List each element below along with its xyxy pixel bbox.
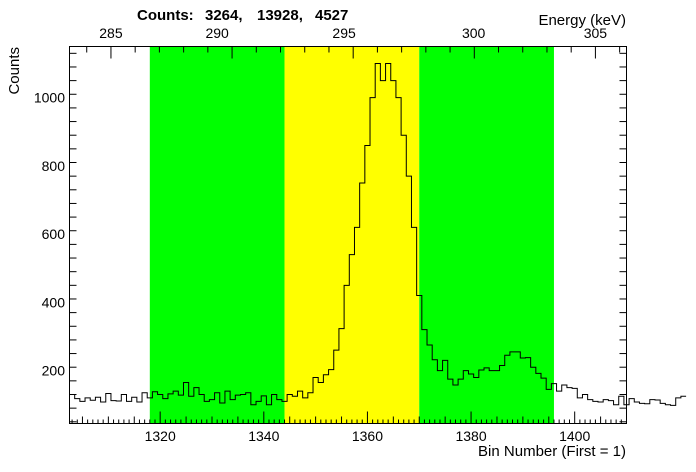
- x-tick-label: 1400: [559, 428, 590, 444]
- plot-frame: [69, 46, 627, 424]
- top-tick-label: 295: [332, 25, 356, 41]
- counts-value-right: 4527: [315, 7, 348, 24]
- counts-value-middle: 13928,: [257, 7, 303, 24]
- top-axis-title: Energy (keV): [538, 12, 626, 29]
- x-tick-label: 1380: [455, 428, 486, 444]
- histogram-line: [69, 63, 687, 406]
- region-3: [419, 46, 554, 424]
- y-tick-label: 600: [42, 226, 66, 242]
- x-axis-title: Bin Number (First = 1): [478, 443, 626, 460]
- x-tick-label: 1360: [352, 428, 383, 444]
- counts-value-left: 3264,: [205, 7, 243, 24]
- top-tick-label: 285: [99, 25, 123, 41]
- x-tick-label: 1320: [145, 428, 176, 444]
- region-layer: [149, 46, 554, 424]
- y-tick-label: 200: [42, 363, 66, 379]
- y-tick-label: 1000: [34, 90, 65, 106]
- top-tick-label: 300: [462, 25, 486, 41]
- y-tick-label: 800: [42, 158, 66, 174]
- top-tick-label: 290: [205, 25, 229, 41]
- y-axis-title: Counts: [6, 47, 23, 95]
- counts-label: Counts:: [137, 7, 194, 24]
- x-tick-label: 1340: [248, 428, 279, 444]
- y-tick-label: 400: [42, 294, 66, 310]
- region-1: [149, 46, 285, 424]
- top-tick-label: 305: [584, 25, 608, 41]
- region-2: [284, 46, 420, 424]
- tick-layer: 1320 1340 1360 1380 1400 200 400 600 800 1000 285 2…: [34, 25, 627, 444]
